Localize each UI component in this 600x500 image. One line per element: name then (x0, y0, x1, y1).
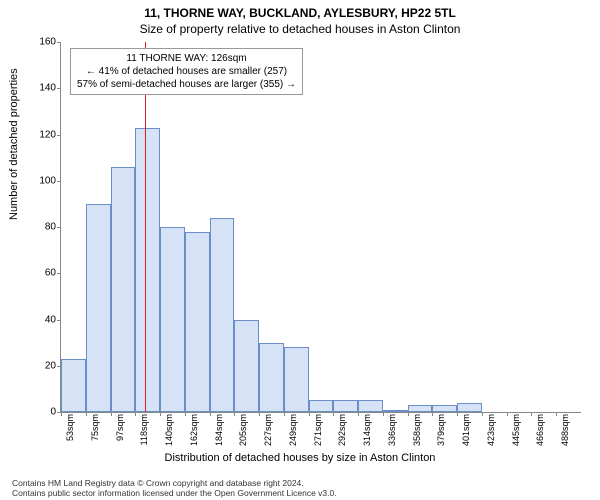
x-tick-mark (531, 412, 532, 416)
x-tick-label: 271sqm (313, 414, 323, 450)
x-tick-label: 53sqm (65, 414, 75, 450)
x-tick-mark (259, 412, 260, 416)
x-tick-label: 97sqm (115, 414, 125, 450)
x-tick-mark (556, 412, 557, 416)
y-tick-mark (57, 320, 61, 321)
histogram-bar (234, 320, 259, 413)
x-tick-label: 292sqm (337, 414, 347, 450)
histogram-bar (309, 400, 334, 412)
x-tick-label: 423sqm (486, 414, 496, 450)
x-tick-mark (383, 412, 384, 416)
x-tick-mark (507, 412, 508, 416)
plot-area: 53sqm75sqm97sqm118sqm140sqm162sqm184sqm2… (60, 42, 581, 413)
x-tick-label: 445sqm (511, 414, 521, 450)
histogram-bar (408, 405, 433, 412)
x-tick-mark (432, 412, 433, 416)
x-tick-label: 140sqm (164, 414, 174, 450)
x-tick-mark (160, 412, 161, 416)
y-axis-label: Number of detached properties (8, 68, 20, 220)
y-tick-mark (57, 273, 61, 274)
x-tick-label: 162sqm (189, 414, 199, 450)
histogram-bar (135, 128, 160, 412)
histogram-bar (61, 359, 86, 412)
x-tick-mark (284, 412, 285, 416)
y-tick-label: 160 (26, 37, 56, 48)
page-title-address: 11, THORNE WAY, BUCKLAND, AYLESBURY, HP2… (0, 0, 600, 20)
x-tick-label: 488sqm (560, 414, 570, 450)
histogram-bar (86, 204, 111, 412)
y-tick-mark (57, 227, 61, 228)
x-tick-mark (482, 412, 483, 416)
page-subtitle: Size of property relative to detached ho… (0, 20, 600, 36)
histogram-bar (111, 167, 136, 412)
annotation-box: 11 THORNE WAY: 126sqm ← 41% of detached … (70, 48, 303, 95)
y-tick-label: 120 (26, 129, 56, 140)
y-tick-label: 140 (26, 83, 56, 94)
histogram-bar (457, 403, 482, 412)
x-tick-mark (234, 412, 235, 416)
y-tick-label: 20 (26, 360, 56, 371)
x-tick-mark (135, 412, 136, 416)
histogram-bar (333, 400, 358, 412)
y-tick-label: 0 (26, 407, 56, 418)
x-tick-label: 227sqm (263, 414, 273, 450)
y-tick-mark (57, 88, 61, 89)
x-axis-label: Distribution of detached houses by size … (0, 452, 600, 464)
x-tick-label: 249sqm (288, 414, 298, 450)
y-tick-mark (57, 42, 61, 43)
x-tick-mark (86, 412, 87, 416)
x-tick-label: 379sqm (436, 414, 446, 450)
x-tick-label: 205sqm (238, 414, 248, 450)
x-tick-mark (111, 412, 112, 416)
y-tick-mark (57, 181, 61, 182)
histogram-bar (210, 218, 235, 412)
x-tick-mark (333, 412, 334, 416)
annotation-line3: 57% of semi-detached houses are larger (… (77, 78, 296, 91)
footer-text: Contains HM Land Registry data © Crown c… (12, 478, 337, 498)
y-tick-mark (57, 135, 61, 136)
x-tick-mark (210, 412, 211, 416)
x-tick-label: 401sqm (461, 414, 471, 450)
x-tick-mark (61, 412, 62, 416)
annotation-line2: ← 41% of detached houses are smaller (25… (77, 65, 296, 78)
marker-vline (145, 42, 146, 412)
histogram-bar (160, 227, 185, 412)
chart-container: 11, THORNE WAY, BUCKLAND, AYLESBURY, HP2… (0, 0, 600, 500)
x-tick-mark (457, 412, 458, 416)
y-tick-label: 40 (26, 314, 56, 325)
x-tick-label: 314sqm (362, 414, 372, 450)
x-tick-label: 336sqm (387, 414, 397, 450)
footer-line2: Contains public sector information licen… (12, 488, 337, 498)
x-tick-mark (358, 412, 359, 416)
y-tick-label: 60 (26, 268, 56, 279)
x-tick-mark (185, 412, 186, 416)
x-tick-mark (309, 412, 310, 416)
footer-line1: Contains HM Land Registry data © Crown c… (12, 478, 337, 488)
histogram-bar (432, 405, 457, 412)
histogram-bar (383, 410, 408, 412)
histogram-bar (358, 400, 383, 412)
y-tick-label: 100 (26, 175, 56, 186)
x-tick-label: 118sqm (139, 414, 149, 450)
histogram-bar (259, 343, 284, 412)
x-tick-label: 184sqm (214, 414, 224, 450)
y-tick-label: 80 (26, 222, 56, 233)
x-tick-label: 75sqm (90, 414, 100, 450)
x-tick-label: 358sqm (412, 414, 422, 450)
histogram-bar (284, 347, 309, 412)
x-tick-mark (408, 412, 409, 416)
histogram-bar (185, 232, 210, 412)
x-tick-label: 466sqm (535, 414, 545, 450)
annotation-line1: 11 THORNE WAY: 126sqm (77, 52, 296, 65)
